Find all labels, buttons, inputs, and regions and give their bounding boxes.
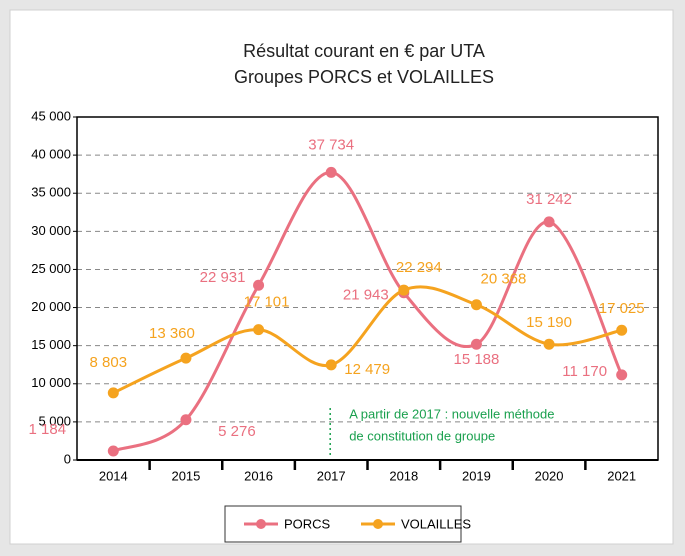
y-tick-label: 40 000	[31, 147, 71, 162]
y-tick-label: 20 000	[31, 299, 71, 314]
point	[180, 414, 192, 426]
y-tick-label: 15 000	[31, 337, 71, 352]
data-label: 20 368	[480, 271, 526, 288]
annotation: de constitution de groupe	[349, 428, 495, 443]
data-label: 37 734	[308, 136, 354, 153]
x-tick-label: 2020	[535, 468, 564, 483]
data-label: 11 170	[562, 363, 607, 380]
data-label: 5 276	[218, 423, 256, 440]
point	[180, 352, 192, 364]
point	[107, 445, 119, 457]
point	[470, 338, 482, 350]
point	[325, 166, 337, 178]
data-label: 17 025	[599, 300, 645, 317]
y-tick-label: 10 000	[31, 375, 71, 390]
data-label: 8 803	[90, 354, 128, 371]
data-label: 12 479	[344, 361, 390, 378]
y-tick-label: 35 000	[31, 185, 71, 200]
y-tick-label: 0	[64, 451, 71, 466]
x-tick-label: 2017	[317, 468, 346, 483]
legend-label: PORCS	[284, 516, 331, 531]
x-tick-label: 2016	[244, 468, 273, 483]
chart-title: Résultat courant en € par UTA	[243, 41, 485, 61]
data-label: 15 190	[526, 314, 572, 331]
data-label: 17 101	[244, 294, 290, 311]
panel	[9, 9, 674, 545]
point	[253, 324, 265, 336]
point	[616, 324, 628, 336]
x-tick-label: 2018	[389, 468, 418, 483]
legend-swatch	[256, 519, 266, 529]
data-label: 21 943	[343, 287, 389, 304]
chart-subtitle: Groupes PORCS et VOLAILLES	[234, 67, 494, 87]
point	[398, 284, 410, 296]
data-label: 31 242	[526, 191, 572, 208]
point	[107, 387, 119, 399]
point	[543, 216, 555, 228]
data-label: 13 360	[149, 325, 195, 342]
point	[543, 338, 555, 350]
legend-swatch	[373, 519, 383, 529]
y-tick-label: 30 000	[31, 223, 71, 238]
point	[616, 369, 628, 381]
data-label: 15 188	[453, 351, 499, 368]
data-label: 22 931	[200, 269, 246, 286]
point	[325, 359, 337, 371]
y-tick-label: 25 000	[31, 261, 71, 276]
x-tick-label: 2015	[171, 468, 200, 483]
series-line	[112, 285, 623, 395]
annotation: A partir de 2017 : nouvelle méthode	[349, 406, 554, 421]
point	[253, 279, 265, 291]
y-tick-label: 45 000	[31, 108, 71, 123]
legend-label: VOLAILLES	[401, 516, 471, 531]
point	[470, 299, 482, 311]
y-tick-label: 5 000	[38, 413, 71, 428]
x-tick-label: 2021	[607, 468, 636, 483]
data-label: 1 184	[29, 421, 67, 438]
x-tick-label: 2014	[99, 468, 128, 483]
data-label: 22 294	[396, 259, 442, 276]
x-tick-label: 2019	[462, 468, 491, 483]
